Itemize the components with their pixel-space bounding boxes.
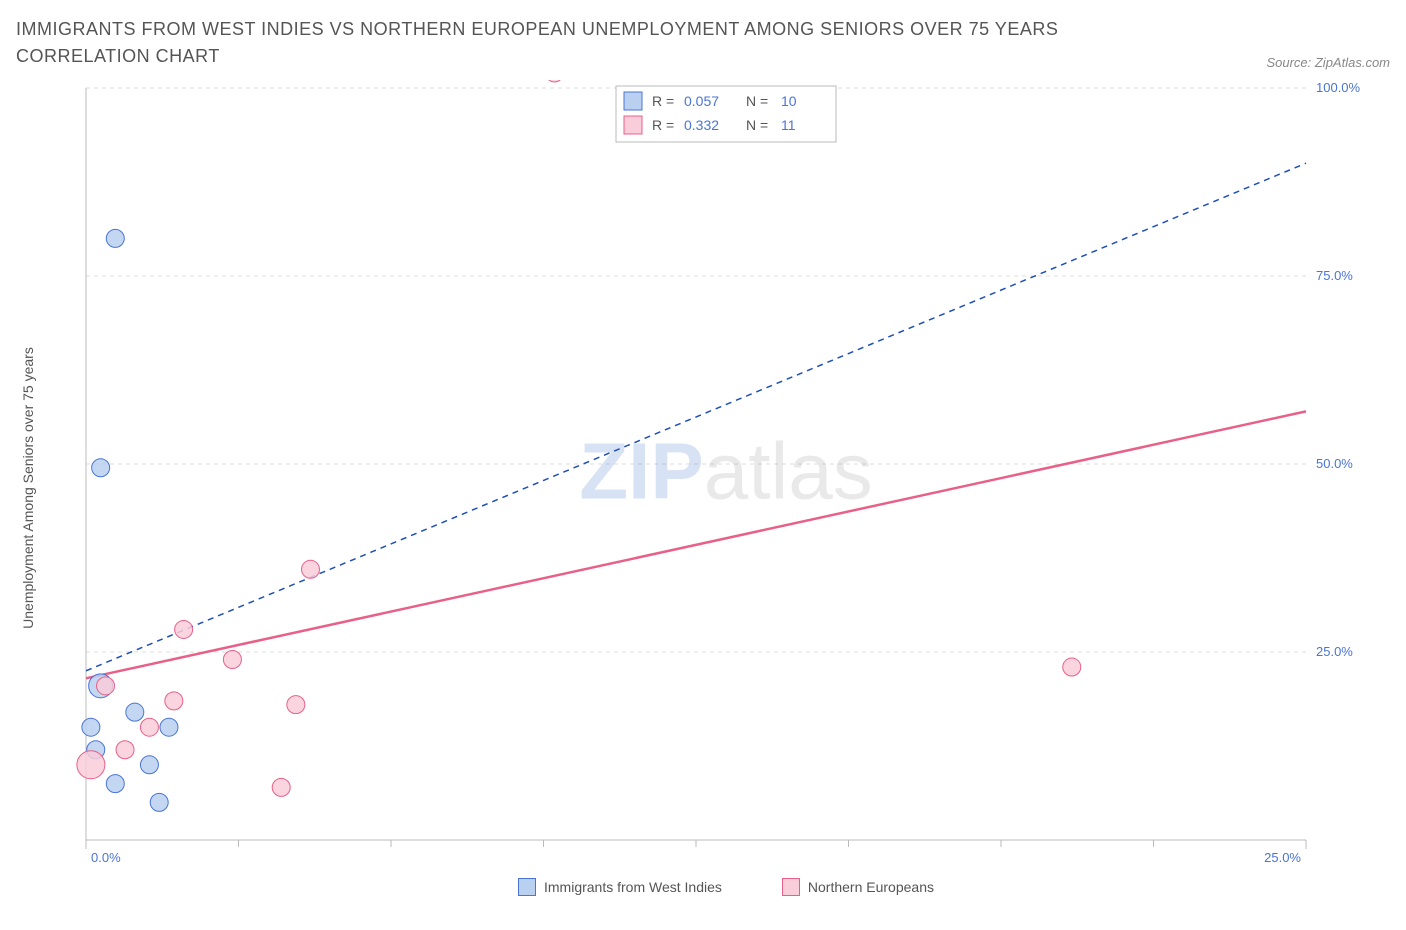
svg-text:0.332: 0.332 [684,117,719,133]
svg-text:N =: N = [746,93,768,109]
correlation-scatter-chart: 0.0% 25.0% 25.0% 50.0% 75.0% 100.0% ZIPatlas R … [76,80,1376,870]
svg-text:ZIPatlas: ZIPatlas [579,427,872,516]
y-axis-label: Unemployment Among Seniors over 75 years [20,347,36,629]
svg-text:25.0%: 25.0% [1264,850,1301,865]
chart-title: IMMIGRANTS FROM WEST INDIES VS NORTHERN … [16,16,1116,70]
svg-text:R =: R = [652,117,674,133]
source-attribution: Source: ZipAtlas.com [1266,55,1390,70]
svg-text:10: 10 [781,93,797,109]
svg-text:R =: R = [652,93,674,109]
svg-text:11: 11 [781,117,796,133]
svg-text:75.0%: 75.0% [1316,268,1353,283]
svg-text:0.0%: 0.0% [91,850,121,865]
legend-swatch-icon [782,878,800,896]
svg-text:100.0%: 100.0% [1316,80,1361,95]
svg-text:25.0%: 25.0% [1316,644,1353,659]
legend-item-west-indies: Immigrants from West Indies [518,878,722,896]
legend-swatch-icon [518,878,536,896]
svg-text:0.057: 0.057 [684,93,719,109]
svg-text:N =: N = [746,117,768,133]
legend-label: Immigrants from West Indies [544,879,722,895]
series-legend: Immigrants from West Indies Northern Eur… [76,878,1376,896]
svg-text:50.0%: 50.0% [1316,456,1353,471]
legend-label: Northern Europeans [808,879,934,895]
legend-item-northern-eu: Northern Europeans [782,878,934,896]
